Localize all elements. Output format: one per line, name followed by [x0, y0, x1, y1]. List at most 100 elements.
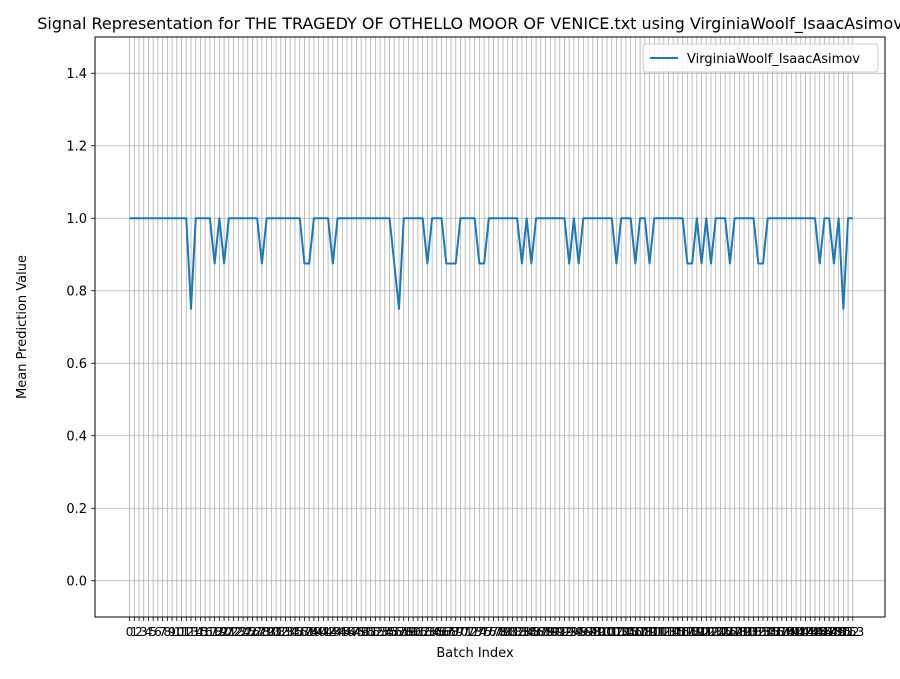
x-tick-label: 127: [718, 625, 741, 639]
y-tick-label: 0.2: [66, 502, 87, 517]
x-tick-label: 54: [377, 625, 392, 639]
x-tick-label: 77: [486, 625, 501, 639]
x-tick-label: 10: [169, 625, 184, 639]
x-tick-label: 42: [320, 625, 335, 639]
x-tick-label: 15: [193, 625, 208, 639]
x-tick-label: 94: [566, 625, 581, 639]
x-tick-label: 91: [552, 625, 567, 639]
x-tick-label: 71: [458, 625, 473, 639]
x-grid: [129, 37, 854, 617]
x-tick-label: 79: [495, 625, 510, 639]
x-tick-label: 53: [372, 625, 387, 639]
x-tick-label: 30: [264, 625, 279, 639]
x-tick-label: 80: [500, 625, 515, 639]
x-tick-label: 18: [207, 625, 222, 639]
x-tick-label: 119: [681, 625, 704, 639]
x-tick-label: 125: [709, 625, 732, 639]
x-tick-label: 28: [254, 625, 269, 639]
x-tick-label: 118: [676, 625, 699, 639]
x-tick-label: 62: [415, 625, 430, 639]
x-tick-label: 69: [448, 625, 463, 639]
x-tick-label: 93: [562, 625, 577, 639]
x-tick-label: 46: [339, 625, 354, 639]
x-tick-label: 43: [325, 625, 340, 639]
x-tick-label: 32: [273, 625, 288, 639]
x-tick-label: 86: [528, 625, 543, 639]
x-tick-label: 139: [775, 625, 798, 639]
x-tick-label: 75: [476, 625, 491, 639]
x-axis-label: Batch Index: [436, 646, 514, 661]
x-tick-label: 74: [472, 625, 487, 639]
x-tick-label: 27: [250, 625, 265, 639]
x-tick-label: 34: [283, 625, 298, 639]
x-axis-ticks: 0123456789101112131415161718192021222324…: [126, 617, 864, 639]
x-tick-label: 89: [543, 625, 558, 639]
x-tick-label: 120: [685, 625, 708, 639]
x-tick-label: 145: [804, 625, 827, 639]
x-tick-label: 82: [510, 625, 525, 639]
x-tick-label: 52: [368, 625, 383, 639]
x-tick-label: 130: [733, 625, 756, 639]
x-tick-label: 49: [354, 625, 369, 639]
x-tick-label: 148: [818, 625, 841, 639]
x-tick-label: 117: [671, 625, 694, 639]
x-tick-label: 33: [278, 625, 293, 639]
x-tick-label: 17: [202, 625, 217, 639]
x-tick-label: 61: [410, 625, 425, 639]
x-tick-label: 90: [547, 625, 562, 639]
x-tick-label: 24: [235, 625, 250, 639]
x-tick-label: 38: [302, 625, 317, 639]
x-tick-label: 102: [600, 625, 623, 639]
x-tick-label: 152: [837, 625, 860, 639]
x-tick-label: 76: [481, 625, 496, 639]
x-tick-label: 151: [832, 625, 855, 639]
x-tick-label: 129: [728, 625, 751, 639]
x-tick-label: 113: [652, 625, 675, 639]
x-tick-label: 121: [690, 625, 713, 639]
x-tick-label: 81: [505, 625, 520, 639]
x-tick-label: 136: [761, 625, 784, 639]
x-tick-label: 110: [638, 625, 661, 639]
x-tick-label: 13: [183, 625, 198, 639]
x-tick-label: 26: [245, 625, 260, 639]
x-tick-label: 72: [462, 625, 477, 639]
x-tick-label: 96: [576, 625, 591, 639]
x-tick-label: 147: [813, 625, 836, 639]
x-tick-label: 39: [306, 625, 321, 639]
x-tick-label: 103: [605, 625, 628, 639]
x-tick-label: 107: [624, 625, 647, 639]
x-tick-label: 108: [629, 625, 652, 639]
x-tick-label: 137: [766, 625, 789, 639]
x-tick-label: 25: [240, 625, 255, 639]
x-tick-label: 95: [571, 625, 586, 639]
x-tick-label: 31: [268, 625, 283, 639]
y-tick-label: 0.6: [66, 357, 87, 372]
y-tick-label: 1.4: [66, 67, 87, 82]
x-tick-label: 97: [580, 625, 595, 639]
x-tick-label: 101: [596, 625, 619, 639]
legend-label: VirginiaWoolf_IsaacAsimov: [687, 52, 860, 67]
x-tick-label: 73: [467, 625, 482, 639]
x-tick-label: 88: [538, 625, 553, 639]
x-tick-label: 55: [382, 625, 397, 639]
x-tick-label: 6: [154, 625, 162, 639]
x-tick-label: 8: [164, 625, 172, 639]
x-tick-label: 23: [231, 625, 246, 639]
x-tick-label: 11: [174, 625, 189, 639]
x-tick-label: 47: [344, 625, 359, 639]
x-tick-label: 65: [429, 625, 444, 639]
x-tick-label: 84: [519, 625, 534, 639]
x-tick-label: 44: [330, 625, 345, 639]
series-layer: [129, 217, 853, 310]
x-tick-label: 64: [424, 625, 439, 639]
x-tick-label: 132: [742, 625, 765, 639]
x-tick-label: 2: [135, 625, 143, 639]
x-tick-label: 143: [794, 625, 817, 639]
x-tick-label: 45: [335, 625, 350, 639]
x-tick-label: 36: [292, 625, 307, 639]
x-tick-label: 105: [614, 625, 637, 639]
x-tick-label: 112: [648, 625, 671, 639]
x-tick-label: 99: [590, 625, 605, 639]
x-tick-label: 141: [785, 625, 808, 639]
